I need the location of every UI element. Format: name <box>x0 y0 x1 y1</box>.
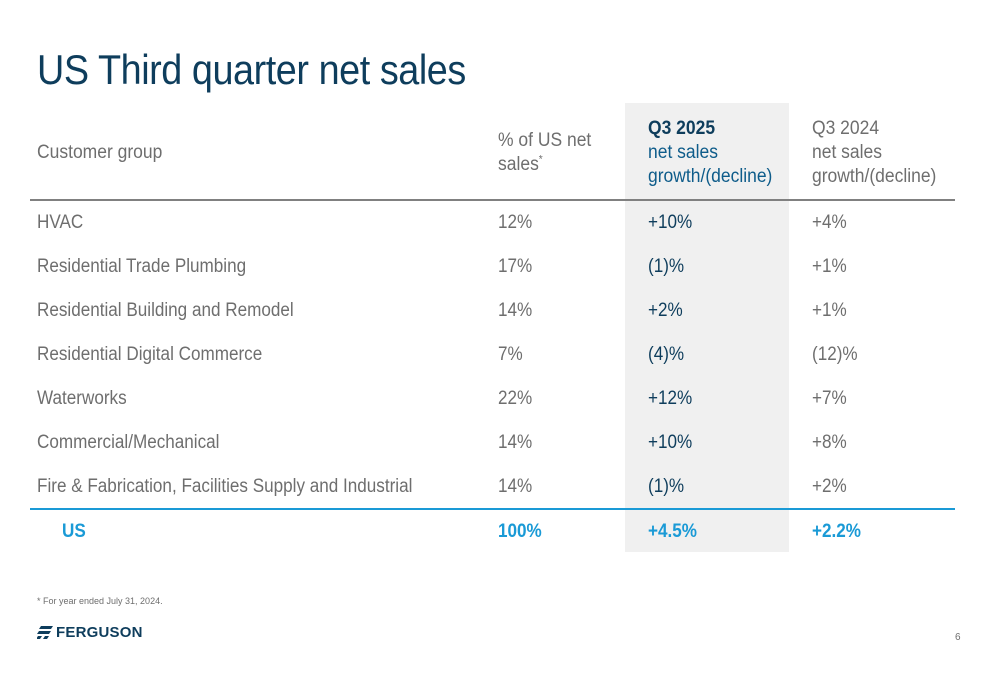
header-q2024-line3: growth/(decline) <box>812 166 937 187</box>
table-row: Residential Digital Commerce 7% (4)% (12… <box>0 333 1000 377</box>
header-q2025-line1: Q3 2025 <box>648 118 716 139</box>
row-q2025: (4)% <box>648 344 685 365</box>
row-q2025: +10% <box>648 212 693 233</box>
total-divider <box>30 508 955 510</box>
row-customer-group: HVAC <box>37 212 84 233</box>
row-q2024: +1% <box>812 256 847 277</box>
header-q3-2024: Q3 2024 net sales growth/(decline) <box>812 117 936 189</box>
highlight-column-q3-2025 <box>625 103 789 552</box>
slide-title: US Third quarter net sales <box>37 46 466 93</box>
total-q2025: +4.5% <box>648 521 697 542</box>
ferguson-logo: FERGUSON <box>37 624 143 641</box>
header-q2024-line1: Q3 2024 <box>812 118 880 139</box>
row-customer-group: Residential Digital Commerce <box>37 344 263 365</box>
total-q2024: +2.2% <box>812 521 861 542</box>
header-pct-of-us-net-sales: % of US net sales* <box>498 129 591 177</box>
header-pct-line2: sales <box>498 154 539 175</box>
table-total-row: US 100% +4.5% +2.2% <box>0 510 1000 554</box>
header-divider <box>30 199 955 201</box>
row-q2025: +12% <box>648 388 693 409</box>
row-q2024: +8% <box>812 432 847 453</box>
row-q2025: +10% <box>648 432 693 453</box>
row-customer-group: Commercial/Mechanical <box>37 432 220 453</box>
header-q2025-line2: net sales <box>648 142 718 163</box>
table-row: Waterworks 22% +12% +7% <box>0 377 1000 421</box>
total-pct: 100% <box>498 521 542 542</box>
ferguson-logo-text: FERGUSON <box>56 624 143 641</box>
row-pct: 22% <box>498 388 533 409</box>
table-row: Fire & Fabrication, Facilities Supply an… <box>0 465 1000 509</box>
header-pct-line1: % of US net <box>498 130 592 151</box>
row-q2024: +2% <box>812 476 847 497</box>
header-q2024-line2: net sales <box>812 142 882 163</box>
ferguson-logo-mark-icon <box>37 626 53 639</box>
header-q2025-line3: growth/(decline) <box>648 166 773 187</box>
row-q2024: +4% <box>812 212 847 233</box>
row-pct: 14% <box>498 476 533 497</box>
row-pct: 14% <box>498 432 533 453</box>
row-pct: 12% <box>498 212 533 233</box>
row-q2024: +1% <box>812 300 847 321</box>
header-pct-footnote-mark: * <box>538 153 543 166</box>
row-q2025: (1)% <box>648 476 685 497</box>
row-pct: 7% <box>498 344 523 365</box>
header-q3-2025: Q3 2025 net sales growth/(decline) <box>648 117 772 189</box>
footnote: * For year ended July 31, 2024. <box>37 596 163 606</box>
row-customer-group: Residential Building and Remodel <box>37 300 294 321</box>
table-row: Commercial/Mechanical 14% +10% +8% <box>0 421 1000 465</box>
header-customer-group: Customer group <box>37 142 163 163</box>
row-q2025: (1)% <box>648 256 685 277</box>
total-customer-group: US <box>62 521 86 542</box>
page-number: 6 <box>955 632 961 643</box>
row-customer-group: Fire & Fabrication, Facilities Supply an… <box>37 476 413 497</box>
row-customer-group: Residential Trade Plumbing <box>37 256 247 277</box>
row-pct: 17% <box>498 256 533 277</box>
row-customer-group: Waterworks <box>37 388 127 409</box>
row-q2024: +7% <box>812 388 847 409</box>
table-row: HVAC 12% +10% +4% <box>0 201 1000 245</box>
table-row: Residential Trade Plumbing 17% (1)% +1% <box>0 245 1000 289</box>
row-q2025: +2% <box>648 300 683 321</box>
row-pct: 14% <box>498 300 533 321</box>
table-row: Residential Building and Remodel 14% +2%… <box>0 289 1000 333</box>
header-pct-line2-wrap: sales* <box>498 153 591 177</box>
row-q2024: (12)% <box>812 344 858 365</box>
